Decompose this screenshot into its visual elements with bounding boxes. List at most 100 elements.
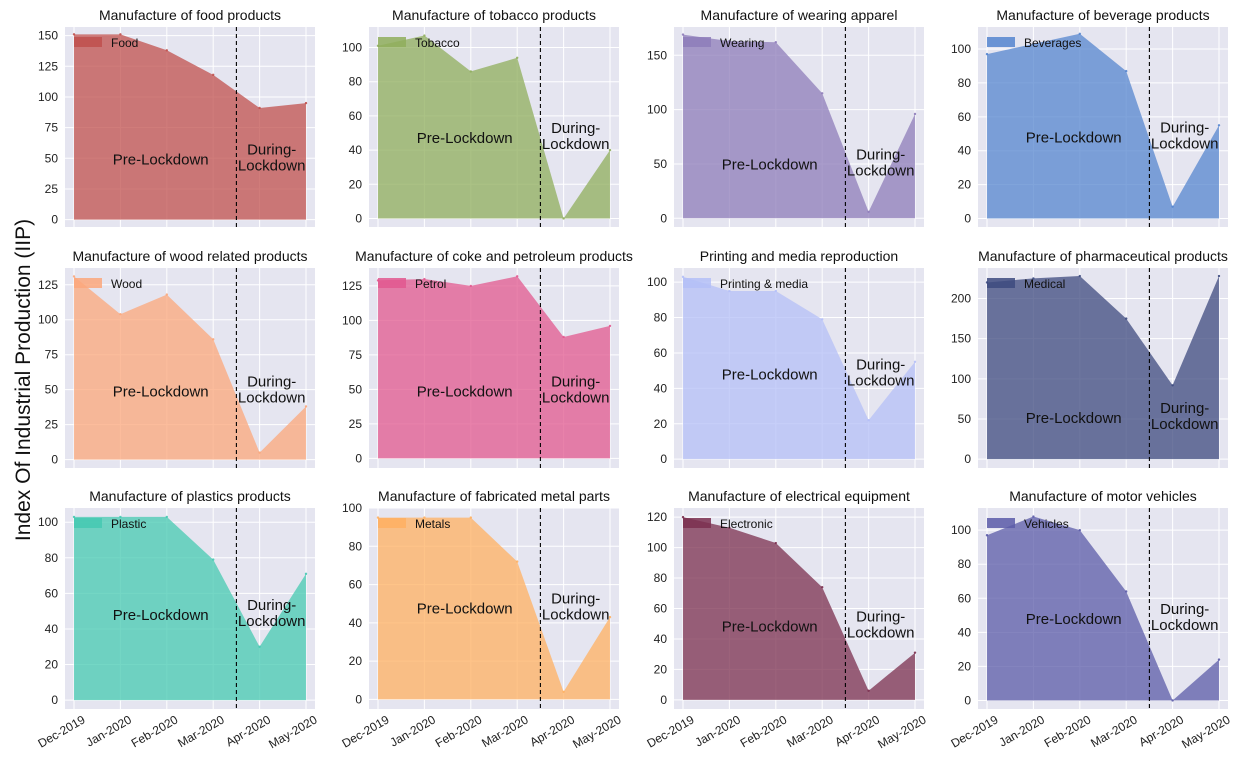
data-point: [821, 585, 824, 589]
pre-lockdown-label: Pre-Lockdown: [722, 618, 818, 635]
subplot-7: 0 20 40 60 80 100 Printing and media reproduct…: [647, 248, 924, 468]
subplot-title: Manufacture of beverage products: [996, 7, 1209, 23]
y-tick-label: 100: [38, 313, 58, 327]
y-tick-label: 80: [349, 75, 363, 89]
data-point: [165, 515, 168, 519]
legend-swatch: [683, 518, 711, 528]
data-point: [774, 41, 777, 44]
during-lockdown-label: During-: [856, 608, 905, 625]
area-series: [378, 35, 610, 219]
subplot-title: Manufacture of motor vehicles: [1009, 488, 1197, 504]
x-tick-label: Jan-2020: [84, 712, 135, 749]
subplot-12: 0 20 40 60 80 100 Dec-2019Jan-2020Feb-2020Mar-…: [948, 488, 1232, 751]
y-tick-label: 80: [349, 539, 363, 553]
data-point: [774, 541, 777, 545]
x-tick-label: Mar-2020: [1088, 712, 1140, 750]
data-point: [1171, 699, 1174, 702]
area-series: [987, 516, 1219, 701]
y-tick-label: 20: [45, 658, 59, 672]
data-point: [608, 615, 612, 619]
legend-label: Printing & media: [720, 277, 808, 291]
x-tick-label: Jan-2020: [997, 712, 1048, 749]
legend-swatch: [987, 518, 1015, 528]
y-tick-label: 75: [45, 121, 59, 135]
data-point: [681, 515, 685, 519]
y-tick-label: 40: [958, 144, 972, 158]
area-series: [74, 34, 306, 220]
y-tick-label: 40: [349, 143, 363, 157]
during-lockdown-label: During-: [856, 146, 905, 163]
y-tick-label: 0: [660, 452, 667, 466]
y-tick-label: 50: [654, 157, 668, 171]
pre-lockdown-label: Pre-Lockdown: [417, 600, 513, 617]
y-tick-label: 60: [958, 110, 972, 124]
legend-label: Beverages: [1024, 36, 1081, 50]
y-tick-label: 100: [951, 42, 971, 56]
legend-label: Tobacco: [415, 36, 460, 50]
during-lockdown-label: During-: [1160, 601, 1209, 618]
legend-label: Petrol: [415, 277, 446, 291]
data-point: [728, 526, 731, 529]
y-tick-label: 60: [45, 586, 59, 600]
data-point: [1125, 590, 1128, 593]
y-tick-label: 80: [654, 311, 668, 325]
area-series: [987, 33, 1219, 219]
subplot-title: Manufacture of pharmaceutical products: [978, 248, 1228, 264]
data-point: [1171, 384, 1174, 387]
x-tick-label: Feb-2020: [1042, 712, 1094, 750]
y-tick-label: 125: [342, 279, 362, 293]
data-point: [913, 651, 917, 654]
subplot-1: 0 25 50 75 100 125 150 Manufacture of food prod…: [38, 7, 315, 227]
y-tick-label: 0: [51, 453, 58, 467]
y-tick-label: 50: [349, 382, 363, 396]
data-point: [119, 33, 122, 36]
y-tick-label: 25: [45, 182, 59, 196]
data-point: [72, 515, 76, 519]
during-lockdown-label: During-: [551, 590, 600, 607]
data-point: [258, 106, 261, 110]
y-tick-label: 75: [45, 348, 59, 362]
x-tick-label: Apr-2020: [223, 712, 273, 749]
data-point: [1032, 515, 1035, 518]
during-lockdown-label: Lockdown: [238, 390, 306, 407]
area-series: [683, 34, 915, 219]
data-point: [681, 275, 685, 279]
y-tick-label: 0: [964, 452, 971, 466]
data-point: [72, 33, 76, 36]
y-tick-label: 100: [647, 541, 667, 555]
subplot-5: 0 25 50 75 100 125 Manufacture of wood related…: [38, 248, 315, 468]
x-tick-label: Jan-2020: [693, 712, 744, 749]
y-tick-label: 60: [349, 109, 363, 123]
subplot-title: Manufacture of fabricated metal parts: [378, 488, 610, 504]
subplot-8: 0 50 100 150 200 Manufacture of pharmaceutica…: [951, 248, 1228, 468]
legend-swatch: [74, 37, 102, 47]
legend-label: Vehicles: [1024, 517, 1069, 531]
during-lockdown-label: Lockdown: [1151, 416, 1219, 433]
data-point: [1217, 124, 1221, 127]
y-tick-label: 0: [355, 692, 362, 706]
data-point: [562, 690, 565, 693]
during-lockdown-label: Lockdown: [847, 373, 915, 390]
area-series: [987, 276, 1219, 460]
subplot-6: 0 25 50 75 100 125 Manufacture of coke and pet…: [342, 248, 633, 468]
subplot-title: Manufacture of wearing apparel: [701, 7, 898, 23]
subplot-title: Manufacture of electrical equipment: [688, 488, 910, 504]
data-point: [774, 289, 777, 293]
data-point: [165, 49, 168, 52]
data-point: [516, 560, 519, 563]
data-point: [1217, 658, 1221, 661]
y-tick-label: 75: [349, 348, 363, 362]
pre-lockdown-label: Pre-Lockdown: [722, 156, 818, 173]
during-lockdown-label: During-: [247, 141, 296, 158]
data-point: [304, 101, 308, 105]
during-lockdown-label: Lockdown: [847, 624, 915, 641]
subplot-title: Manufacture of wood related products: [72, 248, 307, 264]
data-point: [1171, 205, 1174, 208]
data-point: [608, 148, 612, 152]
y-tick-label: 0: [964, 693, 971, 707]
x-tick-label: May-2020: [875, 712, 928, 751]
data-point: [562, 217, 565, 220]
y-tick-label: 0: [660, 693, 667, 707]
legend-swatch: [683, 278, 711, 288]
x-tick-label: Apr-2020: [1136, 712, 1186, 749]
